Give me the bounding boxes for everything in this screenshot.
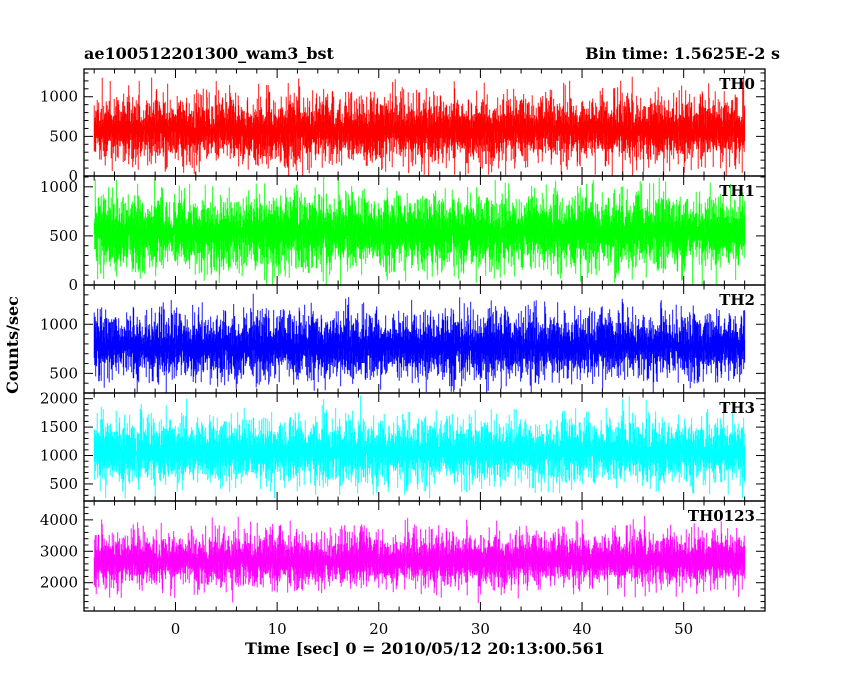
panel-label-th0123: TH0123 <box>688 507 755 525</box>
y-tick-label: 500 <box>49 364 78 382</box>
y-tick-label: 1500 <box>40 418 78 436</box>
series-th0 <box>93 76 746 176</box>
series-th2 <box>93 293 746 393</box>
x-tick-label: 0 <box>171 620 181 638</box>
x-tick-label: 10 <box>268 620 287 638</box>
series-th1 <box>93 176 746 285</box>
y-tick-label: 4000 <box>40 511 78 529</box>
y-tick-label: 500 <box>49 127 78 145</box>
x-tick-label: 50 <box>674 620 693 638</box>
y-tick-label: 1000 <box>40 315 78 333</box>
x-tick-label: 40 <box>572 620 591 638</box>
y-tick-label: 1000 <box>40 88 78 106</box>
panel-label-th3: TH3 <box>719 399 755 417</box>
y-tick-label: 500 <box>49 475 78 493</box>
panel-frame <box>83 500 766 612</box>
panel-th1: 0 500 1000 TH1 <box>40 175 766 294</box>
y-tick-label: 3000 <box>40 542 78 560</box>
x-axis-label: Time [sec] 0 = 2010/05/12 20:13:00.561 <box>245 639 605 658</box>
y-tick-label: 1000 <box>40 447 78 465</box>
series-th0123 <box>93 515 746 604</box>
y-tick-label: 2000 <box>40 390 78 408</box>
panel-th0: 0 500 1000 TH0 <box>40 68 766 185</box>
y-tick-label: 0 <box>68 276 78 294</box>
series-th3 <box>93 395 746 499</box>
panel-th0123: 2000 3000 4000 TH0123 <box>40 500 766 612</box>
chart-title: ae100512201300_wam3_bst <box>84 44 335 63</box>
panel-label-th0: TH0 <box>719 75 755 93</box>
y-tick-label: 2000 <box>40 574 78 592</box>
y-axis-label: Counts/sec <box>3 296 22 394</box>
panel-label-th1: TH1 <box>719 182 755 200</box>
y-tick-label: 500 <box>49 227 78 245</box>
y-tick-label: 0 <box>68 167 78 185</box>
x-tick-label: 30 <box>471 620 490 638</box>
x-tick-label: 20 <box>369 620 388 638</box>
panel-th2: 500 1000 TH2 <box>40 284 766 394</box>
panel-th3: 500 1000 1500 2000 TH3 <box>40 390 766 502</box>
y-tick-label: 1000 <box>40 178 78 196</box>
panel-label-th2: TH2 <box>719 291 755 309</box>
bin-time-label: Bin time: 1.5625E-2 s <box>585 44 780 63</box>
